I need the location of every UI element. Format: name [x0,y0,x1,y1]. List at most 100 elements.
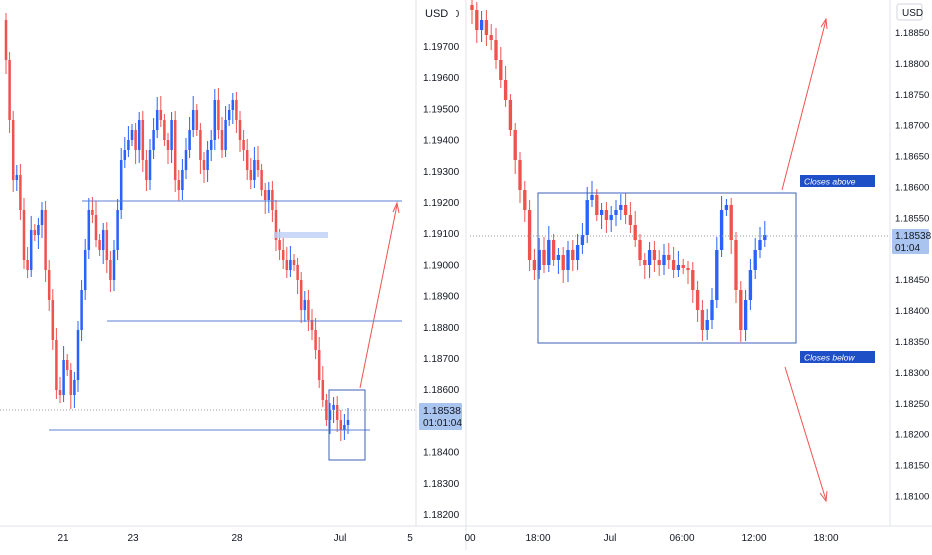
right-candle-body [633,225,637,240]
right-countdown: 01:04 [895,243,920,254]
left-candle-body [227,110,231,120]
right-y-tick-label: 1.18600 [895,183,929,194]
right-x-tick-label: 18:00 [813,533,838,544]
left-candle-body [307,300,310,320]
left-candle-body [4,20,8,60]
left-candle-body [177,180,181,190]
right-candle-body [657,260,661,265]
left-candle-body [202,160,206,170]
left-candle-body [155,110,159,130]
left-currency-label[interactable]: USD [425,8,448,20]
right-candle-body [743,300,748,330]
right-candle-body [763,235,767,240]
right-down-arrow-head [819,490,828,503]
right-candle-body [647,250,652,265]
right-candle-body [614,210,618,215]
left-candle-body [343,425,346,430]
left-candle-body [263,190,267,200]
left-candle-body [199,130,202,160]
closes-below-label-bg [800,351,875,363]
right-y-tick-label: 1.18450 [895,275,929,286]
left-candle-body [325,400,328,420]
right-candle-body [686,268,690,270]
left-x-tick-label: 23 [127,533,139,544]
left-projection-arrow [359,204,398,389]
left-candle-body [310,320,314,330]
left-x-tick-label: Jul [334,533,347,544]
right-price-axis: 1.18850 1.18800 1.18750 1.18700 1.18650 1.186… [895,28,929,503]
left-candle-body [112,250,116,280]
right-candle-body [691,270,695,290]
right-candle-body [715,250,719,300]
right-candle-body [518,160,522,190]
left-y-tick-label: 1.18800 [423,323,460,334]
right-y-tick-label: 1.18150 [895,461,929,472]
left-candle-body [119,160,123,210]
left-candle-body [29,230,33,270]
right-candle-body [479,20,484,30]
right-candle-body [619,205,623,210]
right-y-tick-label: 1.18300 [895,368,929,379]
left-candle-body [91,210,94,215]
right-candle-body [676,265,681,270]
right-candle-body [484,20,489,35]
left-candle-body [33,230,37,235]
right-candle-body [638,240,642,260]
left-consolidation-box [328,389,366,461]
left-candle-body [73,380,76,395]
left-candle-body [44,210,47,270]
left-price-axis: 1.198001.197001.196001.195001.194001.193… [423,9,460,521]
right-candle-body [734,240,738,290]
left-candle-body [76,330,80,380]
left-candle-body [130,130,134,140]
right-y-tick-label: 1.18200 [895,430,929,441]
left-candle-body [94,215,98,240]
right-currency-label[interactable]: USD [902,8,923,19]
left-candle-body [235,100,238,120]
left-support-resistance-levels [49,200,402,431]
right-currency-badge[interactable] [896,3,923,21]
right-candle-body [475,10,479,30]
left-candles [4,13,350,441]
left-candle-body [170,120,173,150]
left-candle-body [19,175,22,210]
right-candle-body [710,300,714,320]
left-y-tick-label: 1.19600 [423,73,460,84]
right-candle-body [758,240,762,250]
left-candle-body [137,120,141,150]
left-candle-body [51,300,55,340]
left-candle-body [242,140,245,150]
right-candle-body [513,130,517,160]
left-time-axis: 21 23 28 Jul 5 [57,533,413,544]
closes-above-label: Closes above [804,177,856,187]
left-highlight-zone [274,232,328,238]
right-candle-body [489,35,493,40]
left-candle-body [314,330,317,350]
right-candle-body [590,195,594,200]
right-candle-body [748,270,753,300]
left-candle-body [321,380,325,400]
left-candle-body [58,390,62,395]
right-candle-body [499,60,503,80]
right-last-price-badge [892,229,929,254]
left-candle-body [101,230,105,250]
right-y-tick-label: 1.18700 [895,121,929,132]
right-candle-body [470,5,474,10]
right-x-tick-label: 18:00 [525,533,550,544]
left-last-price-badge [419,403,462,430]
closes-above-label-bg [800,175,875,187]
left-candle-body [245,150,249,170]
right-candle-body [681,265,685,268]
left-candle-body [152,130,155,150]
left-candle-body [274,210,278,240]
left-candle-body [260,170,263,190]
left-candle-body [65,360,69,370]
right-candle-body [662,255,666,265]
right-candle-body [503,80,508,100]
closes-below-label: Closes below [804,353,855,363]
left-candle-body [278,240,281,250]
left-candle-body [296,265,299,280]
right-candle-body [643,260,647,265]
left-candle-body [285,260,289,270]
